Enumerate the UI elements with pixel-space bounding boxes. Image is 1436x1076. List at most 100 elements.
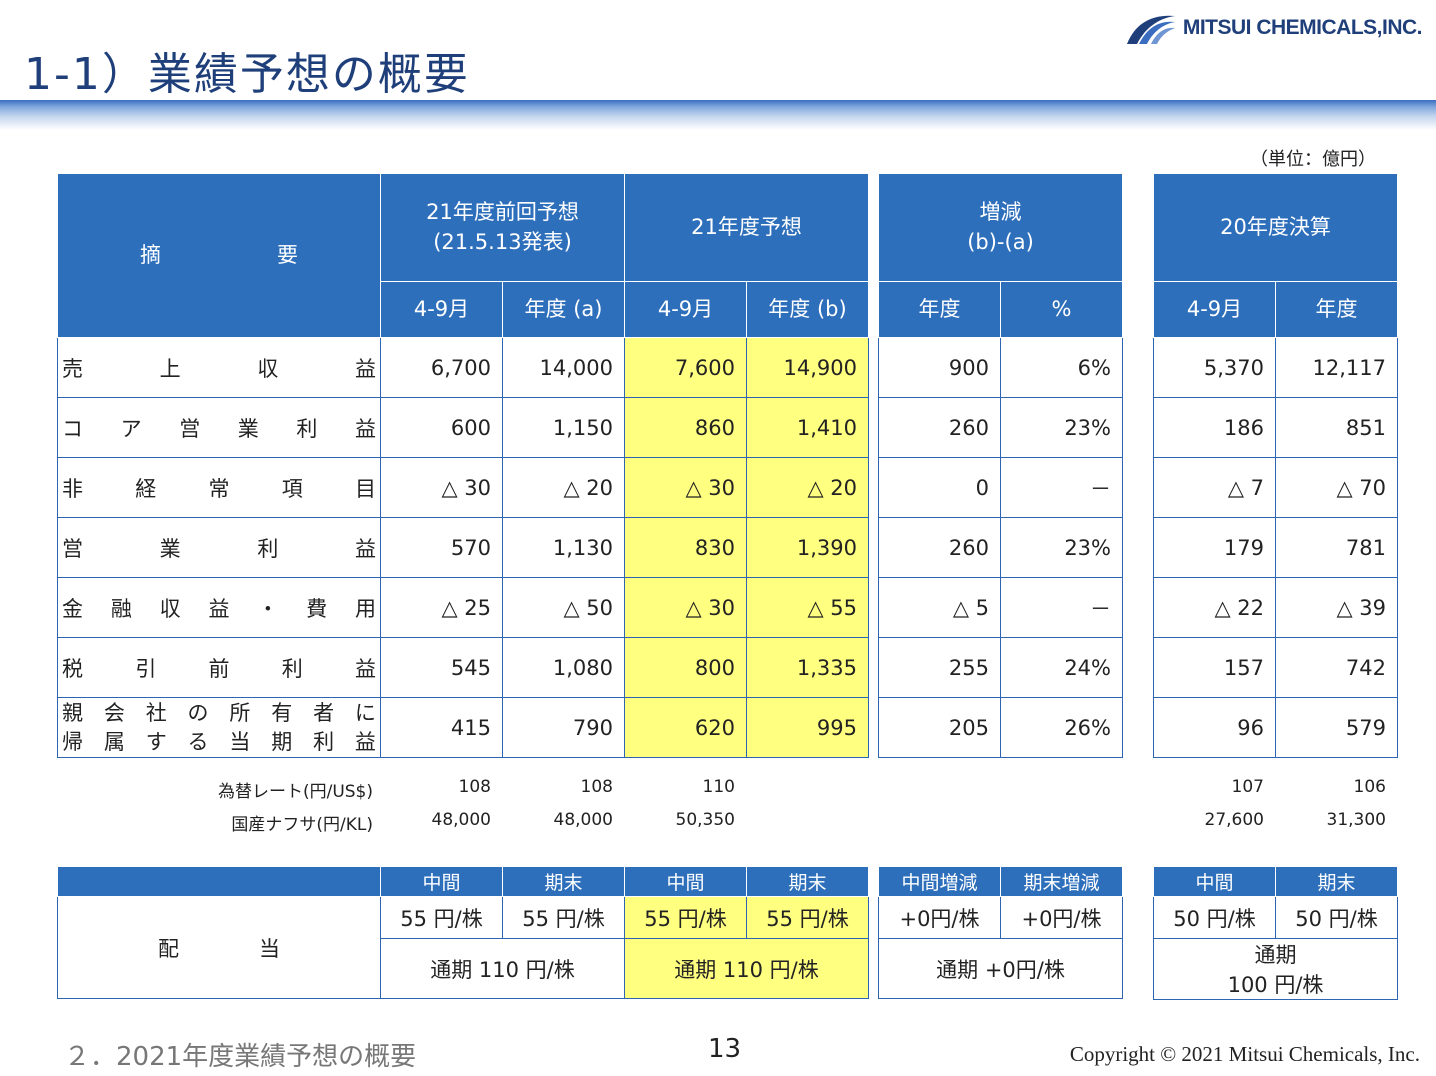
table-cell: 179 (1153, 517, 1276, 578)
table-row: コア営業利益 600 1,150 860 1,410 (57, 397, 869, 458)
page-number: 13 (708, 1034, 742, 1064)
subheader: % (1000, 281, 1123, 338)
subheader: 4-9月 (1153, 281, 1276, 338)
table-cell: △ 50 (502, 577, 625, 638)
table-cell: 23% (1000, 517, 1123, 578)
table-cell: 55 円/株 (624, 896, 747, 939)
dividend-actual-table: 中間 期末 50 円/株 50 円/株 通期 100 円/株 (1153, 866, 1398, 1000)
table-row: 179 781 (1153, 517, 1398, 578)
company-name: MITSUI CHEMICALS,INC. (1182, 16, 1423, 39)
table-cell: 1,130 (502, 517, 625, 578)
table-cell: 12,117 (1275, 337, 1398, 398)
subheader: 年度 (1275, 281, 1398, 338)
dividend-subheader: 期末増減 (1000, 866, 1123, 897)
row-label: 営業利益 (57, 517, 381, 578)
annual-dividend-change: 通期 +0円/株 (878, 938, 1123, 999)
table-cell: 205 (878, 697, 1001, 758)
table-row: △ 22 △ 39 (1153, 577, 1398, 638)
row-label: 非経常項目 (57, 457, 381, 518)
table-cell: 995 (746, 697, 869, 758)
table-cell: 50 円/株 (1153, 896, 1276, 939)
table-cell: 6% (1000, 337, 1123, 398)
table-cell: 860 (624, 397, 747, 458)
logo-wave-icon (1126, 15, 1175, 44)
annual-dividend-now: 通期 110 円/株 (624, 938, 869, 999)
naphtha-value: 31,300 (1326, 810, 1386, 830)
table-row: △ 5 － (878, 577, 1123, 638)
dividend-subheader: 中間増減 (878, 866, 1001, 897)
unit-label: （単位：億円） (1250, 149, 1376, 170)
table-cell: 1,150 (502, 397, 625, 458)
dividend-subheader: 期末 (746, 866, 869, 897)
table-cell: 830 (624, 517, 747, 578)
subheader: 4-9月 (624, 281, 747, 338)
header-band (0, 100, 1436, 130)
table-cell: － (1000, 577, 1123, 638)
table-cell: 5,370 (1153, 337, 1276, 398)
naphtha-label: 国産ナフサ(円/KL) (231, 815, 373, 835)
table-cell: 255 (878, 637, 1001, 698)
table-cell: 851 (1275, 397, 1398, 458)
subheader: 年度 (878, 281, 1001, 338)
table-cell: 7,600 (624, 337, 747, 398)
dividend-subheader: 中間 (380, 866, 503, 897)
table-cell: 260 (878, 397, 1001, 458)
table-row: 金融収益・費用 △ 25 △ 50 △ 30 △ 55 (57, 577, 869, 638)
table-cell: 6,700 (380, 337, 503, 398)
table-cell: +0円/株 (1000, 896, 1123, 939)
row-label: 金融収益・費用 (57, 577, 381, 638)
row-label: 親会社の所有者に 帰属する当期利益 (57, 697, 381, 758)
table-cell: 415 (380, 697, 503, 758)
subheader: 4-9月 (380, 281, 503, 338)
page-title: 1-1）業績予想の概要 (24, 49, 470, 100)
table-cell: 1,410 (746, 397, 869, 458)
table-cell: +0円/株 (878, 896, 1001, 939)
table-row: 親会社の所有者に 帰属する当期利益 415 790 620 995 (57, 697, 869, 758)
table-cell: 96 (1153, 697, 1276, 758)
table-cell: 790 (502, 697, 625, 758)
table-cell: △ 30 (624, 577, 747, 638)
annual-dividend-actual: 通期 100 円/株 (1153, 938, 1398, 1000)
copyright: Copyright © 2021 Mitsui Chemicals, Inc. (1069, 1042, 1420, 1066)
fx-value: 110 (702, 777, 735, 797)
table-cell: △ 22 (1153, 577, 1276, 638)
table-row: 売上収益 6,700 14,000 7,600 14,900 (57, 337, 869, 398)
dividend-header-blank (57, 866, 381, 897)
table-cell: 55 円/株 (380, 896, 503, 939)
header-prev-forecast: 21年度前回予想 (21.5.13発表) (380, 173, 625, 282)
change-table: 増減 (b)-(a) 年度 % 900 6% 260 23% 0 － 260 23% △ … (878, 173, 1123, 758)
table-cell: 1,390 (746, 517, 869, 578)
table-cell: △ 20 (746, 457, 869, 518)
table-cell: 579 (1275, 697, 1398, 758)
table-cell: 26% (1000, 697, 1123, 758)
table-cell: 600 (380, 397, 503, 458)
table-cell: △ 5 (878, 577, 1001, 638)
table-row: 96 579 (1153, 697, 1398, 758)
table-cell: 186 (1153, 397, 1276, 458)
fx-value: 106 (1353, 777, 1386, 797)
table-cell: 781 (1275, 517, 1398, 578)
row-label: 税引前利益 (57, 637, 381, 698)
table-cell: 157 (1153, 637, 1276, 698)
table-cell: 23% (1000, 397, 1123, 458)
table-cell: 620 (624, 697, 747, 758)
fx-value: 108 (580, 777, 613, 797)
table-cell: 55 円/株 (502, 896, 625, 939)
table-cell: 14,000 (502, 337, 625, 398)
fx-value: 108 (458, 777, 491, 797)
table-row: △ 7 △ 70 (1153, 457, 1398, 518)
header-item: 摘要 (57, 173, 381, 338)
table-row: 260 23% (878, 397, 1123, 458)
table-cell: △ 20 (502, 457, 625, 518)
table-row: 900 6% (878, 337, 1123, 398)
table-row: 157 742 (1153, 637, 1398, 698)
table-row: 255 24% (878, 637, 1123, 698)
table-cell: 1,080 (502, 637, 625, 698)
naphtha-value: 48,000 (431, 810, 491, 830)
table-cell: △ 70 (1275, 457, 1398, 518)
subheader: 年度 (b) (746, 281, 869, 338)
table-cell: △ 55 (746, 577, 869, 638)
table-cell: 900 (878, 337, 1001, 398)
row-label: コア営業利益 (57, 397, 381, 458)
row-label: 売上収益 (57, 337, 381, 398)
